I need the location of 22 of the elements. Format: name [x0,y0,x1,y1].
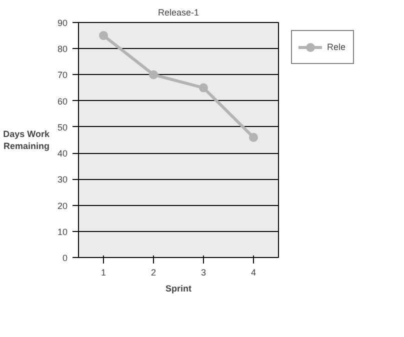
legend-label: Rele [327,42,347,52]
y-tick-label: 0 [62,253,68,263]
chart-title: Release-1 [158,8,200,18]
y-tick-label: 10 [57,226,68,237]
y-tick-label: 70 [57,70,68,80]
y-tick-label: 30 [57,174,68,185]
x-axis-title: Sprint [166,284,192,294]
x-tick-label: 3 [200,268,206,278]
point [149,70,158,80]
y-tick-label: 40 [57,148,68,159]
y-tick-label: 60 [57,96,68,106]
y-tick-label: 80 [57,44,68,54]
y-tick-label: 20 [57,200,68,211]
x-tick-label: 2 [150,268,156,278]
point [99,31,108,40]
x-tick-label: 1 [100,268,106,278]
x-tick-label: 4 [250,268,256,278]
point [249,132,258,142]
y-tick-label: 90 [57,18,68,28]
point [199,83,208,92]
y-tick-label: 50 [57,122,68,132]
y-axis-title: Days Work Remaining [3,129,50,151]
